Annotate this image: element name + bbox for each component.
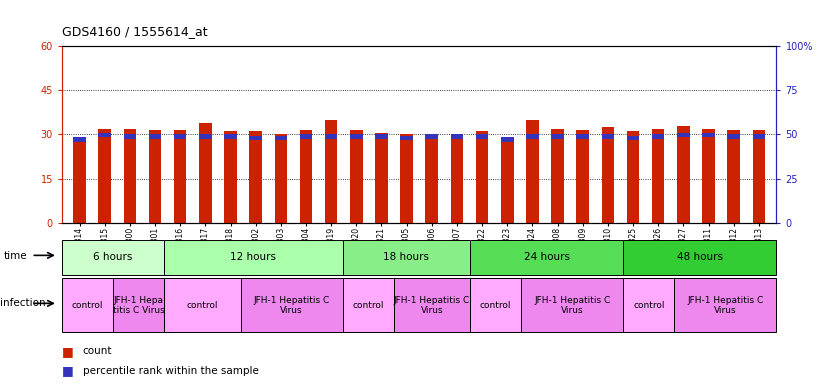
Bar	[199, 122, 211, 223]
Bar	[325, 120, 338, 223]
Bar	[577, 134, 589, 139]
Bar	[149, 134, 161, 139]
Bar	[470, 278, 521, 332]
Bar	[728, 134, 740, 139]
Bar	[149, 130, 161, 223]
Bar	[624, 278, 674, 332]
Bar	[752, 130, 765, 223]
Bar	[702, 133, 714, 137]
Text: ■: ■	[62, 345, 74, 358]
Text: JFH-1 Hepatitis C
Virus: JFH-1 Hepatitis C Virus	[534, 296, 610, 315]
Bar	[350, 134, 363, 139]
Bar	[240, 278, 343, 332]
Bar	[174, 130, 187, 223]
Bar	[476, 134, 488, 139]
Bar	[702, 129, 714, 223]
Text: 48 hours: 48 hours	[676, 252, 723, 262]
Bar	[300, 134, 312, 139]
Bar	[401, 136, 413, 140]
Bar	[526, 134, 539, 139]
Bar	[113, 278, 164, 332]
Text: time: time	[4, 251, 28, 261]
Bar	[476, 131, 488, 223]
Text: 18 hours: 18 hours	[383, 252, 430, 262]
Bar	[74, 137, 86, 142]
Bar	[627, 136, 639, 140]
Text: JFH-1 Hepatitis C
Virus: JFH-1 Hepatitis C Virus	[254, 296, 330, 315]
Bar	[274, 134, 287, 223]
Bar	[501, 137, 514, 142]
Text: percentile rank within the sample: percentile rank within the sample	[83, 366, 259, 376]
Bar	[174, 134, 187, 139]
Bar	[74, 139, 86, 223]
Bar	[521, 278, 624, 332]
Text: 24 hours: 24 hours	[524, 252, 570, 262]
Text: 6 hours: 6 hours	[93, 252, 133, 262]
Bar	[343, 278, 394, 332]
Text: control: control	[633, 301, 665, 310]
Bar	[526, 120, 539, 223]
Bar	[224, 134, 237, 139]
Bar	[375, 134, 387, 139]
Bar	[652, 129, 664, 223]
Text: control: control	[187, 301, 218, 310]
Bar	[551, 134, 564, 139]
Bar	[224, 131, 237, 223]
Bar	[627, 131, 639, 223]
Text: JFH-1 Hepatitis C
Virus: JFH-1 Hepatitis C Virus	[687, 296, 763, 315]
Bar	[164, 278, 240, 332]
Bar	[350, 130, 363, 223]
Bar	[199, 134, 211, 139]
Bar	[451, 134, 463, 139]
Bar	[62, 240, 164, 275]
Bar	[451, 134, 463, 223]
Bar	[752, 134, 765, 139]
Bar	[249, 131, 262, 223]
Text: 12 hours: 12 hours	[230, 252, 277, 262]
Bar	[470, 240, 624, 275]
Bar	[124, 129, 136, 223]
Bar	[300, 130, 312, 223]
Bar	[728, 130, 740, 223]
Bar	[124, 134, 136, 139]
Bar	[375, 133, 387, 223]
Text: control: control	[72, 301, 103, 310]
Bar	[401, 134, 413, 223]
Bar	[62, 278, 113, 332]
Bar	[551, 129, 564, 223]
Bar	[601, 134, 615, 139]
Bar	[325, 134, 338, 139]
Bar	[394, 278, 470, 332]
Bar	[652, 134, 664, 139]
Text: control: control	[353, 301, 384, 310]
Bar	[343, 240, 470, 275]
Bar	[501, 139, 514, 223]
Bar	[624, 240, 776, 275]
Text: GDS4160 / 1555614_at: GDS4160 / 1555614_at	[62, 25, 207, 38]
Text: infection: infection	[0, 298, 45, 308]
Bar	[98, 129, 111, 223]
Text: JFH-1 Hepa
titis C Virus: JFH-1 Hepa titis C Virus	[112, 296, 164, 315]
Text: count: count	[83, 346, 112, 356]
Bar	[601, 127, 615, 223]
Bar	[274, 136, 287, 140]
Bar	[425, 134, 438, 139]
Bar	[98, 133, 111, 137]
Text: ■: ■	[62, 364, 74, 377]
Text: JFH-1 Hepatitis C
Virus: JFH-1 Hepatitis C Virus	[394, 296, 470, 315]
Bar	[425, 134, 438, 223]
Text: control: control	[480, 301, 511, 310]
Bar	[677, 133, 690, 137]
Bar	[249, 136, 262, 140]
Bar	[164, 240, 343, 275]
Bar	[677, 126, 690, 223]
Bar	[674, 278, 776, 332]
Bar	[577, 130, 589, 223]
